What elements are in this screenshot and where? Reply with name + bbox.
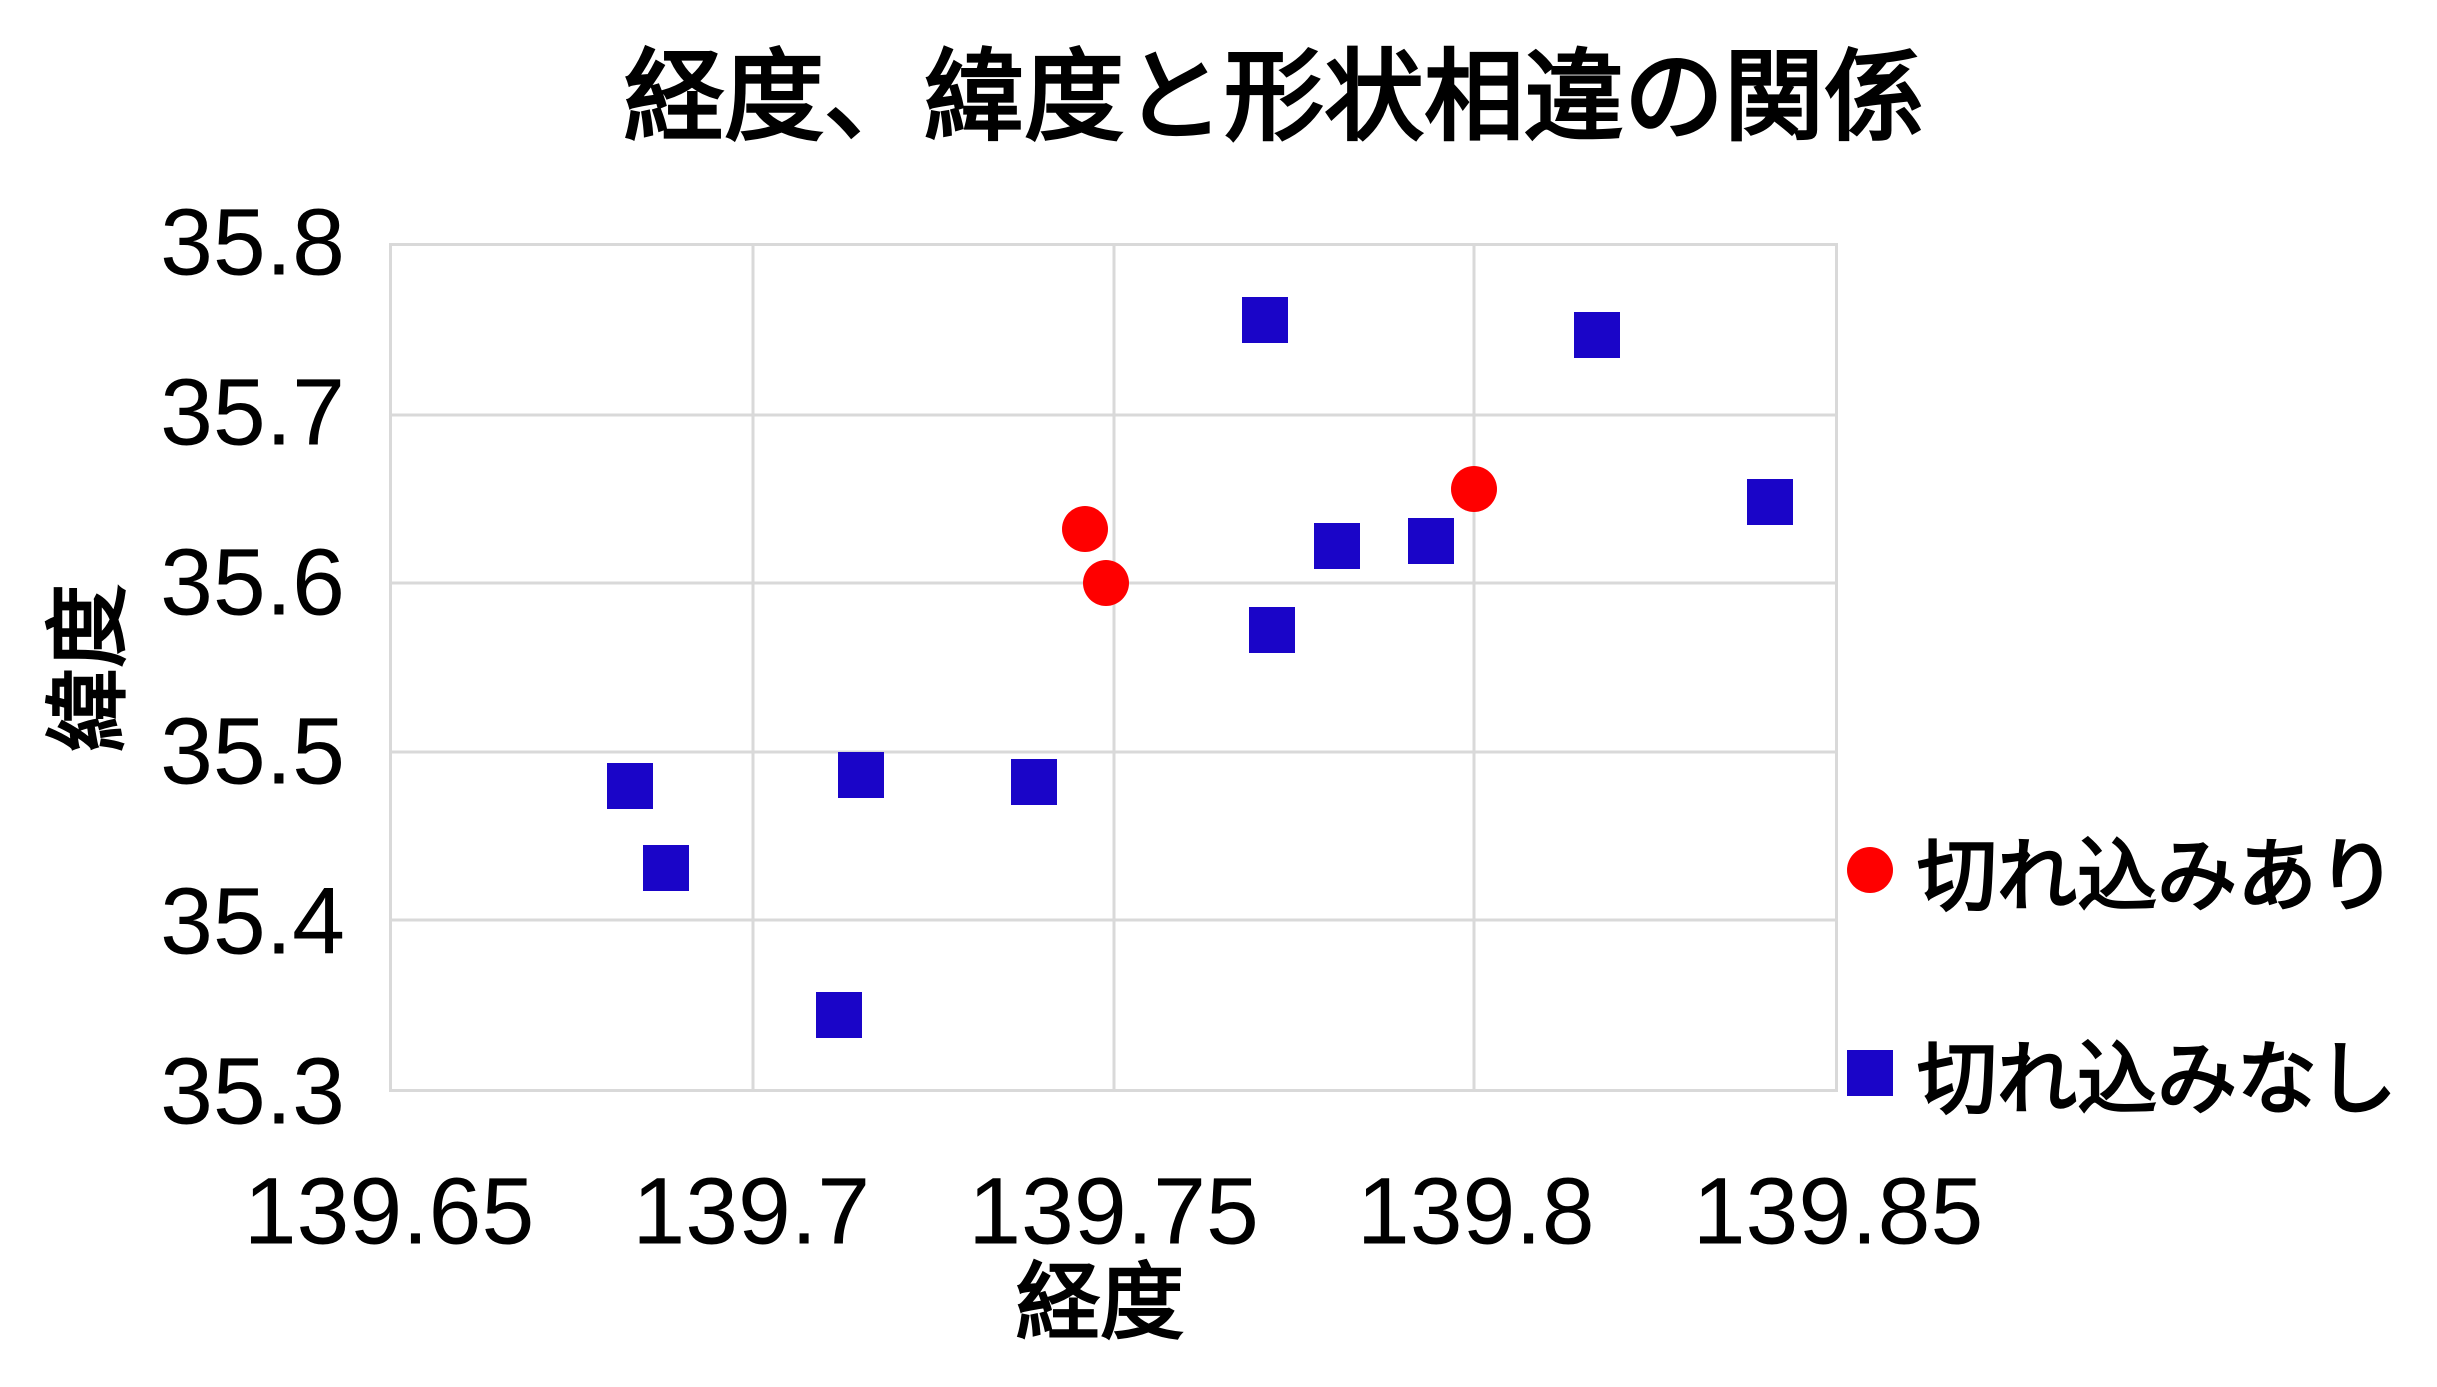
vertical-gridline xyxy=(1472,246,1476,1089)
data-point-square xyxy=(1011,759,1058,806)
x-tick-label: 139.75 xyxy=(968,1158,1259,1265)
data-point-circle xyxy=(1083,560,1130,607)
data-point-square xyxy=(1747,479,1794,526)
data-point-square xyxy=(607,762,654,809)
y-axis-title: 緯度 xyxy=(41,583,136,753)
y-tick-label: 35.6 xyxy=(160,529,345,636)
x-tick-label: 139.8 xyxy=(1356,1158,1595,1265)
legend-item-kirekomi-ari: 切れ込みあり xyxy=(1847,812,2397,928)
x-tick-label: 139.85 xyxy=(1692,1158,1984,1265)
horizontal-gridline xyxy=(392,750,1835,754)
horizontal-gridline xyxy=(392,918,1835,922)
chart-title: 経度、緯度と形状相違の関係 xyxy=(624,41,1924,154)
y-tick-label: 35.7 xyxy=(160,359,345,466)
legend-circle-marker-icon xyxy=(1847,847,1893,893)
horizontal-gridline xyxy=(392,413,1835,417)
data-point-square xyxy=(643,845,690,892)
data-point-square xyxy=(1573,312,1620,359)
data-point-square xyxy=(1314,523,1361,570)
legend-item-kirekomi-nashi: 切れ込みなし xyxy=(1847,1015,2397,1131)
y-tick-label: 35.5 xyxy=(160,698,345,805)
x-axis-title: 経度 xyxy=(1015,1255,1185,1350)
plot-area xyxy=(389,243,1838,1092)
legend-label-kirekomi-ari: 切れ込みあり xyxy=(1917,832,2397,921)
y-tick-label: 35.4 xyxy=(160,868,345,975)
y-tick-label: 35.8 xyxy=(160,189,345,296)
data-point-square xyxy=(1249,607,1296,654)
legend-square-marker-icon xyxy=(1847,1050,1893,1096)
data-point-square xyxy=(1242,297,1288,344)
data-point-square xyxy=(816,991,863,1038)
data-point-square xyxy=(837,752,884,799)
x-tick-label: 139.65 xyxy=(243,1158,535,1265)
vertical-gridline xyxy=(751,246,755,1089)
data-point-circle xyxy=(1061,506,1108,553)
legend-label-kirekomi-nashi: 切れ込みなし xyxy=(1917,1035,2397,1124)
data-point-square xyxy=(1407,518,1454,565)
data-point-circle xyxy=(1451,465,1498,512)
vertical-gridline xyxy=(1112,246,1115,1089)
x-tick-label: 139.7 xyxy=(632,1158,871,1265)
y-tick-label: 35.3 xyxy=(160,1038,345,1145)
